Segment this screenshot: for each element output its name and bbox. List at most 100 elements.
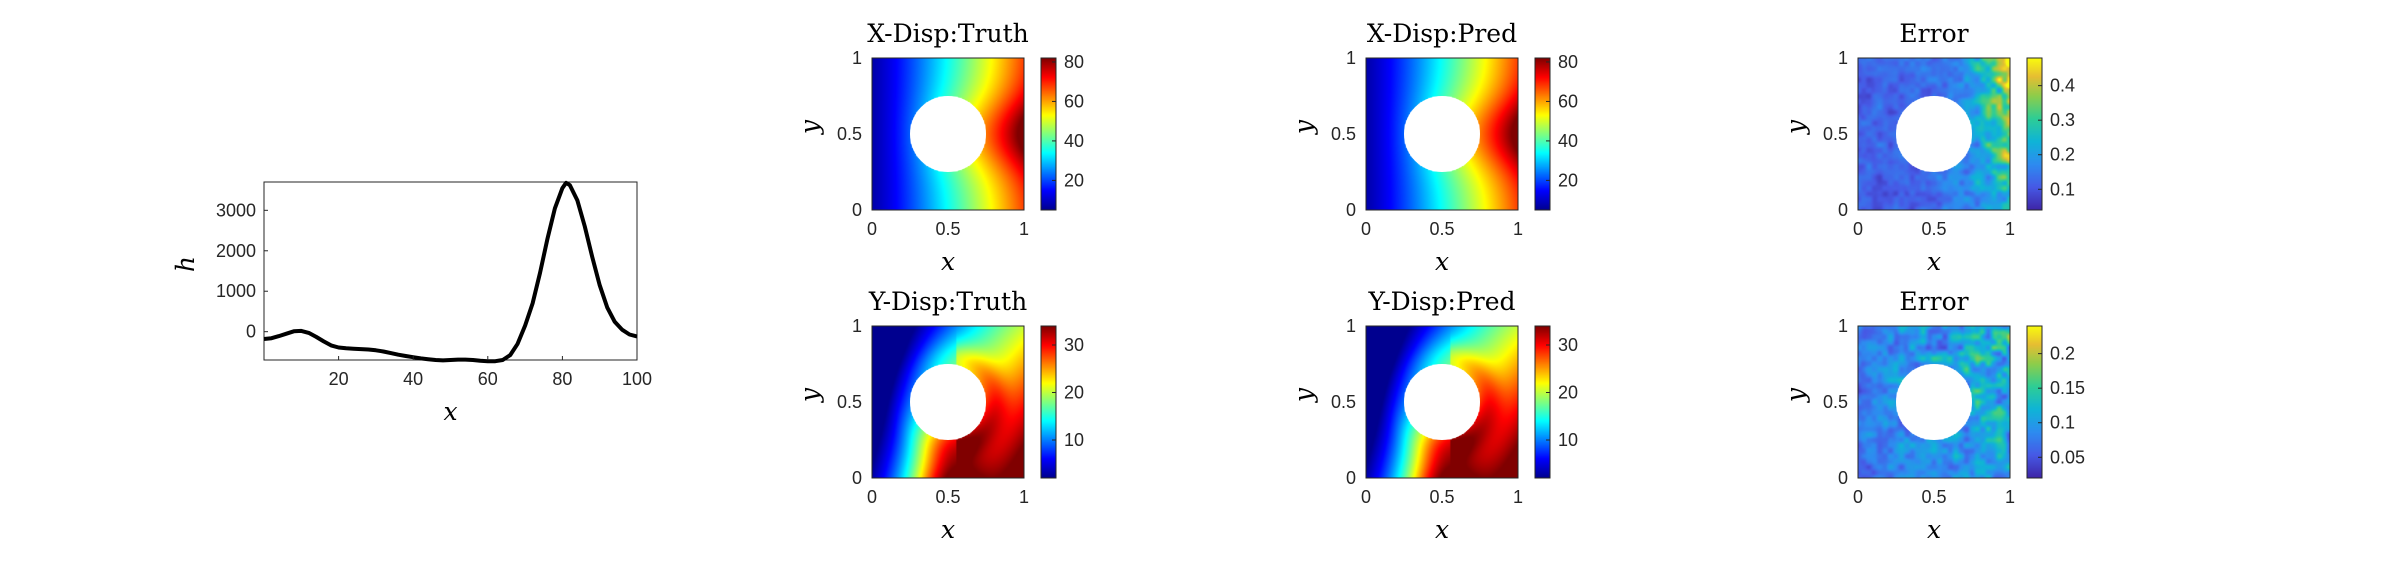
panel-title: Error bbox=[1899, 287, 1968, 316]
y-tick-label: 1 bbox=[1346, 316, 1356, 336]
y-axis-label: h bbox=[171, 256, 200, 272]
colorbar-tick-label: 20 bbox=[1558, 383, 1578, 403]
colorbar bbox=[1535, 58, 1550, 210]
colorbar-tick-label: 20 bbox=[1064, 383, 1084, 403]
y-tick-label: 1 bbox=[1838, 316, 1848, 336]
y-tick-label: 0 bbox=[852, 468, 862, 488]
x-tick-label: 0.5 bbox=[935, 219, 960, 239]
panel-title: Error bbox=[1899, 19, 1968, 48]
heatmap-panel: Error 0 0.5 1 0 0.5 1 x y 0.1 0.2 0.3 0.4 bbox=[1781, 19, 2075, 276]
x-axis-label: x bbox=[443, 397, 457, 426]
heatmap-axes-box bbox=[1365, 57, 1519, 211]
hole-region bbox=[1896, 364, 1972, 440]
x-tick-label: 40 bbox=[403, 369, 423, 389]
heatmap-axes-box bbox=[871, 57, 1025, 211]
colorbar-tick-label: 40 bbox=[1064, 131, 1084, 151]
x-tick-label: 1 bbox=[2005, 219, 2015, 239]
x-tick-label: 1 bbox=[1513, 487, 1523, 507]
colorbar-frame bbox=[1534, 325, 1551, 479]
colorbar-tick-label: 0.2 bbox=[2050, 344, 2075, 364]
colorbar bbox=[1041, 326, 1056, 478]
colorbar-tick-label: 20 bbox=[1558, 170, 1578, 190]
colorbar-frame bbox=[1534, 57, 1551, 211]
panel-title: X-Disp:Truth bbox=[867, 19, 1029, 48]
y-tick-label: 1000 bbox=[216, 281, 256, 301]
x-axis-label: x bbox=[1927, 247, 1941, 276]
colorbar-tick-label: 30 bbox=[1064, 335, 1084, 355]
y-tick-label: 1 bbox=[852, 48, 862, 68]
x-tick-label: 80 bbox=[552, 369, 572, 389]
colorbar-tick-label: 10 bbox=[1558, 430, 1578, 450]
x-axis-label: x bbox=[1435, 515, 1449, 544]
colorbar-tick-label: 80 bbox=[1064, 52, 1084, 72]
line-chart-axes-box bbox=[263, 181, 638, 361]
panel-title: Y-Disp:Truth bbox=[868, 287, 1027, 316]
y-axis-label: y bbox=[1781, 387, 1810, 403]
y-axis-label: y bbox=[795, 387, 824, 403]
y-axis-label: y bbox=[795, 119, 824, 135]
colorbar-tick-label: 20 bbox=[1064, 170, 1084, 190]
x-axis-label: x bbox=[941, 515, 955, 544]
colorbar-tick-label: 0.1 bbox=[2050, 179, 2075, 199]
y-tick-label: 0 bbox=[246, 322, 256, 342]
x-tick-label: 1 bbox=[1019, 219, 1029, 239]
colorbar-tick-label: 0.3 bbox=[2050, 110, 2075, 130]
colorbar-tick-label: 60 bbox=[1064, 91, 1084, 111]
y-tick-label: 0 bbox=[1838, 200, 1848, 220]
y-tick-label: 0 bbox=[1346, 468, 1356, 488]
y-tick-label: 0 bbox=[852, 200, 862, 220]
y-tick-label: 0 bbox=[1838, 468, 1848, 488]
heatmap-axes-box bbox=[1857, 57, 2011, 211]
x-tick-label: 100 bbox=[622, 369, 652, 389]
x-tick-label: 0 bbox=[1853, 219, 1863, 239]
y-tick-label: 0.5 bbox=[1823, 392, 1848, 412]
x-tick-label: 0.5 bbox=[1921, 487, 1946, 507]
panel-title: Y-Disp:Pred bbox=[1367, 287, 1515, 316]
x-tick-label: 0 bbox=[867, 219, 877, 239]
x-tick-label: 60 bbox=[478, 369, 498, 389]
y-tick-label: 0.5 bbox=[1331, 124, 1356, 144]
heatmap-panel: X-Disp:Truth 0 0.5 1 0 0.5 1 x y 20 40 60 80 bbox=[795, 19, 1084, 276]
colorbar-tick-label: 10 bbox=[1064, 430, 1084, 450]
y-tick-label: 3000 bbox=[216, 200, 256, 220]
y-tick-label: 0 bbox=[1346, 200, 1356, 220]
y-tick-label: 0.5 bbox=[1331, 392, 1356, 412]
colorbar bbox=[2027, 326, 2042, 478]
line-series-h bbox=[263, 180, 638, 364]
heatmap-panel: X-Disp:Pred 0 0.5 1 0 0.5 1 x y 20 40 60 80 bbox=[1289, 19, 1578, 276]
colorbar-tick-label: 0.05 bbox=[2050, 447, 2085, 467]
y-tick-label: 1 bbox=[1346, 48, 1356, 68]
y-axis-label: y bbox=[1289, 119, 1318, 135]
heatmap-axes-box bbox=[1857, 325, 2011, 479]
y-tick-label: 2000 bbox=[216, 241, 256, 261]
colorbar-tick-label: 30 bbox=[1558, 335, 1578, 355]
x-tick-label: 0 bbox=[1853, 487, 1863, 507]
x-tick-label: 0.5 bbox=[1429, 219, 1454, 239]
colorbar-frame bbox=[2026, 325, 2043, 479]
heatmap-axes-box bbox=[871, 325, 1025, 479]
hole-region bbox=[910, 96, 986, 172]
x-tick-label: 20 bbox=[329, 369, 349, 389]
colorbar bbox=[2027, 58, 2042, 210]
colorbar-frame bbox=[2026, 57, 2043, 211]
heatmap-axes-box bbox=[1365, 325, 1519, 479]
y-tick-label: 1 bbox=[1838, 48, 1848, 68]
x-tick-label: 1 bbox=[1513, 219, 1523, 239]
x-axis-label: x bbox=[941, 247, 955, 276]
x-axis-label: x bbox=[1435, 247, 1449, 276]
colorbar-tick-label: 0.2 bbox=[2050, 145, 2075, 165]
hole-region bbox=[1896, 96, 1972, 172]
colorbar-tick-label: 80 bbox=[1558, 52, 1578, 72]
x-tick-label: 1 bbox=[2005, 487, 2015, 507]
hole-region bbox=[1404, 96, 1480, 172]
hole-region bbox=[1404, 364, 1480, 440]
colorbar-tick-label: 60 bbox=[1558, 91, 1578, 111]
colorbar bbox=[1041, 58, 1056, 210]
colorbar-frame bbox=[1040, 57, 1057, 211]
colorbar-tick-label: 0.4 bbox=[2050, 76, 2075, 96]
colorbar bbox=[1535, 326, 1550, 478]
